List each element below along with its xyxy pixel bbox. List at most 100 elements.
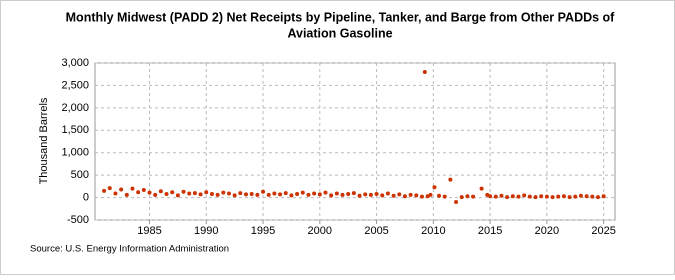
point <box>454 200 459 205</box>
point <box>278 192 283 197</box>
x-tick-label: 1995 <box>251 225 275 237</box>
point <box>170 190 175 195</box>
point <box>249 191 254 196</box>
point <box>363 192 368 197</box>
point <box>317 192 322 197</box>
point <box>187 191 192 196</box>
point <box>141 187 146 192</box>
chart-title: Aviation Gasoline <box>287 26 392 40</box>
point <box>391 193 396 198</box>
point <box>283 191 288 196</box>
point <box>479 186 484 191</box>
point <box>397 192 402 197</box>
point <box>414 193 419 198</box>
point <box>244 192 249 197</box>
point <box>516 194 521 199</box>
point <box>329 193 334 198</box>
point <box>351 191 356 196</box>
x-tick-label: 2000 <box>308 225 332 237</box>
point <box>346 191 351 196</box>
point <box>465 194 470 199</box>
point <box>232 193 237 198</box>
y-tick-label: -500 <box>67 214 89 226</box>
point <box>323 190 328 195</box>
point <box>261 189 266 194</box>
x-tick-label: 2005 <box>364 225 388 237</box>
point <box>448 177 453 182</box>
x-tick-label: 1990 <box>194 225 218 237</box>
point <box>578 193 583 198</box>
point <box>334 191 339 196</box>
point <box>272 191 277 196</box>
point <box>601 194 606 199</box>
point <box>107 186 112 191</box>
point <box>471 194 476 199</box>
point <box>255 192 260 197</box>
point <box>402 194 407 199</box>
point <box>493 194 498 199</box>
point <box>204 190 209 195</box>
point <box>590 194 595 199</box>
point <box>567 195 572 200</box>
point <box>573 194 578 199</box>
y-axis-label: Thousand Barrels <box>38 97 50 184</box>
point <box>550 195 555 200</box>
point <box>595 195 600 200</box>
point <box>539 194 544 199</box>
point <box>544 194 549 199</box>
point <box>136 190 141 195</box>
point <box>300 190 305 195</box>
point <box>385 191 390 196</box>
y-tick-label: 1,500 <box>61 124 89 136</box>
point <box>380 193 385 198</box>
point <box>113 191 118 196</box>
point <box>119 187 124 192</box>
point <box>533 195 538 200</box>
point <box>527 194 532 199</box>
point <box>102 188 107 193</box>
x-tick-label: 2010 <box>421 225 445 237</box>
chart-title: Monthly Midwest (PADD 2) Net Receipts by… <box>66 10 616 24</box>
point <box>357 193 362 198</box>
point <box>442 194 447 199</box>
x-tick-label: 2025 <box>591 225 615 237</box>
y-tick-label: 1,000 <box>61 147 89 159</box>
point <box>266 192 271 197</box>
point <box>238 191 243 196</box>
point <box>488 194 493 199</box>
point <box>181 189 186 194</box>
x-tick-label: 1985 <box>137 225 161 237</box>
point <box>522 193 527 198</box>
point <box>130 186 135 191</box>
y-tick-label: 3,000 <box>61 57 89 69</box>
point <box>408 192 413 197</box>
y-tick-label: 2,000 <box>61 102 89 114</box>
y-tick-label: 2,500 <box>61 79 89 91</box>
point <box>432 185 437 190</box>
point <box>289 193 294 198</box>
y-tick-label: 0 <box>83 191 89 203</box>
x-tick-label: 2020 <box>535 225 559 237</box>
point <box>164 191 169 196</box>
point <box>437 193 442 198</box>
point <box>198 192 203 197</box>
source: Source: U.S. Energy Information Administ… <box>30 244 229 255</box>
point <box>124 192 129 197</box>
point <box>295 191 300 196</box>
point <box>374 191 379 196</box>
point <box>459 195 464 200</box>
point <box>215 192 220 197</box>
point <box>505 195 510 200</box>
x-tick-label: 2015 <box>478 225 502 237</box>
point <box>306 192 311 197</box>
y-tick-label: 500 <box>71 169 89 181</box>
point <box>340 192 345 197</box>
point <box>561 194 566 199</box>
point <box>499 193 504 198</box>
point <box>192 191 197 196</box>
point <box>428 192 433 197</box>
point <box>556 194 561 199</box>
point <box>226 191 231 196</box>
